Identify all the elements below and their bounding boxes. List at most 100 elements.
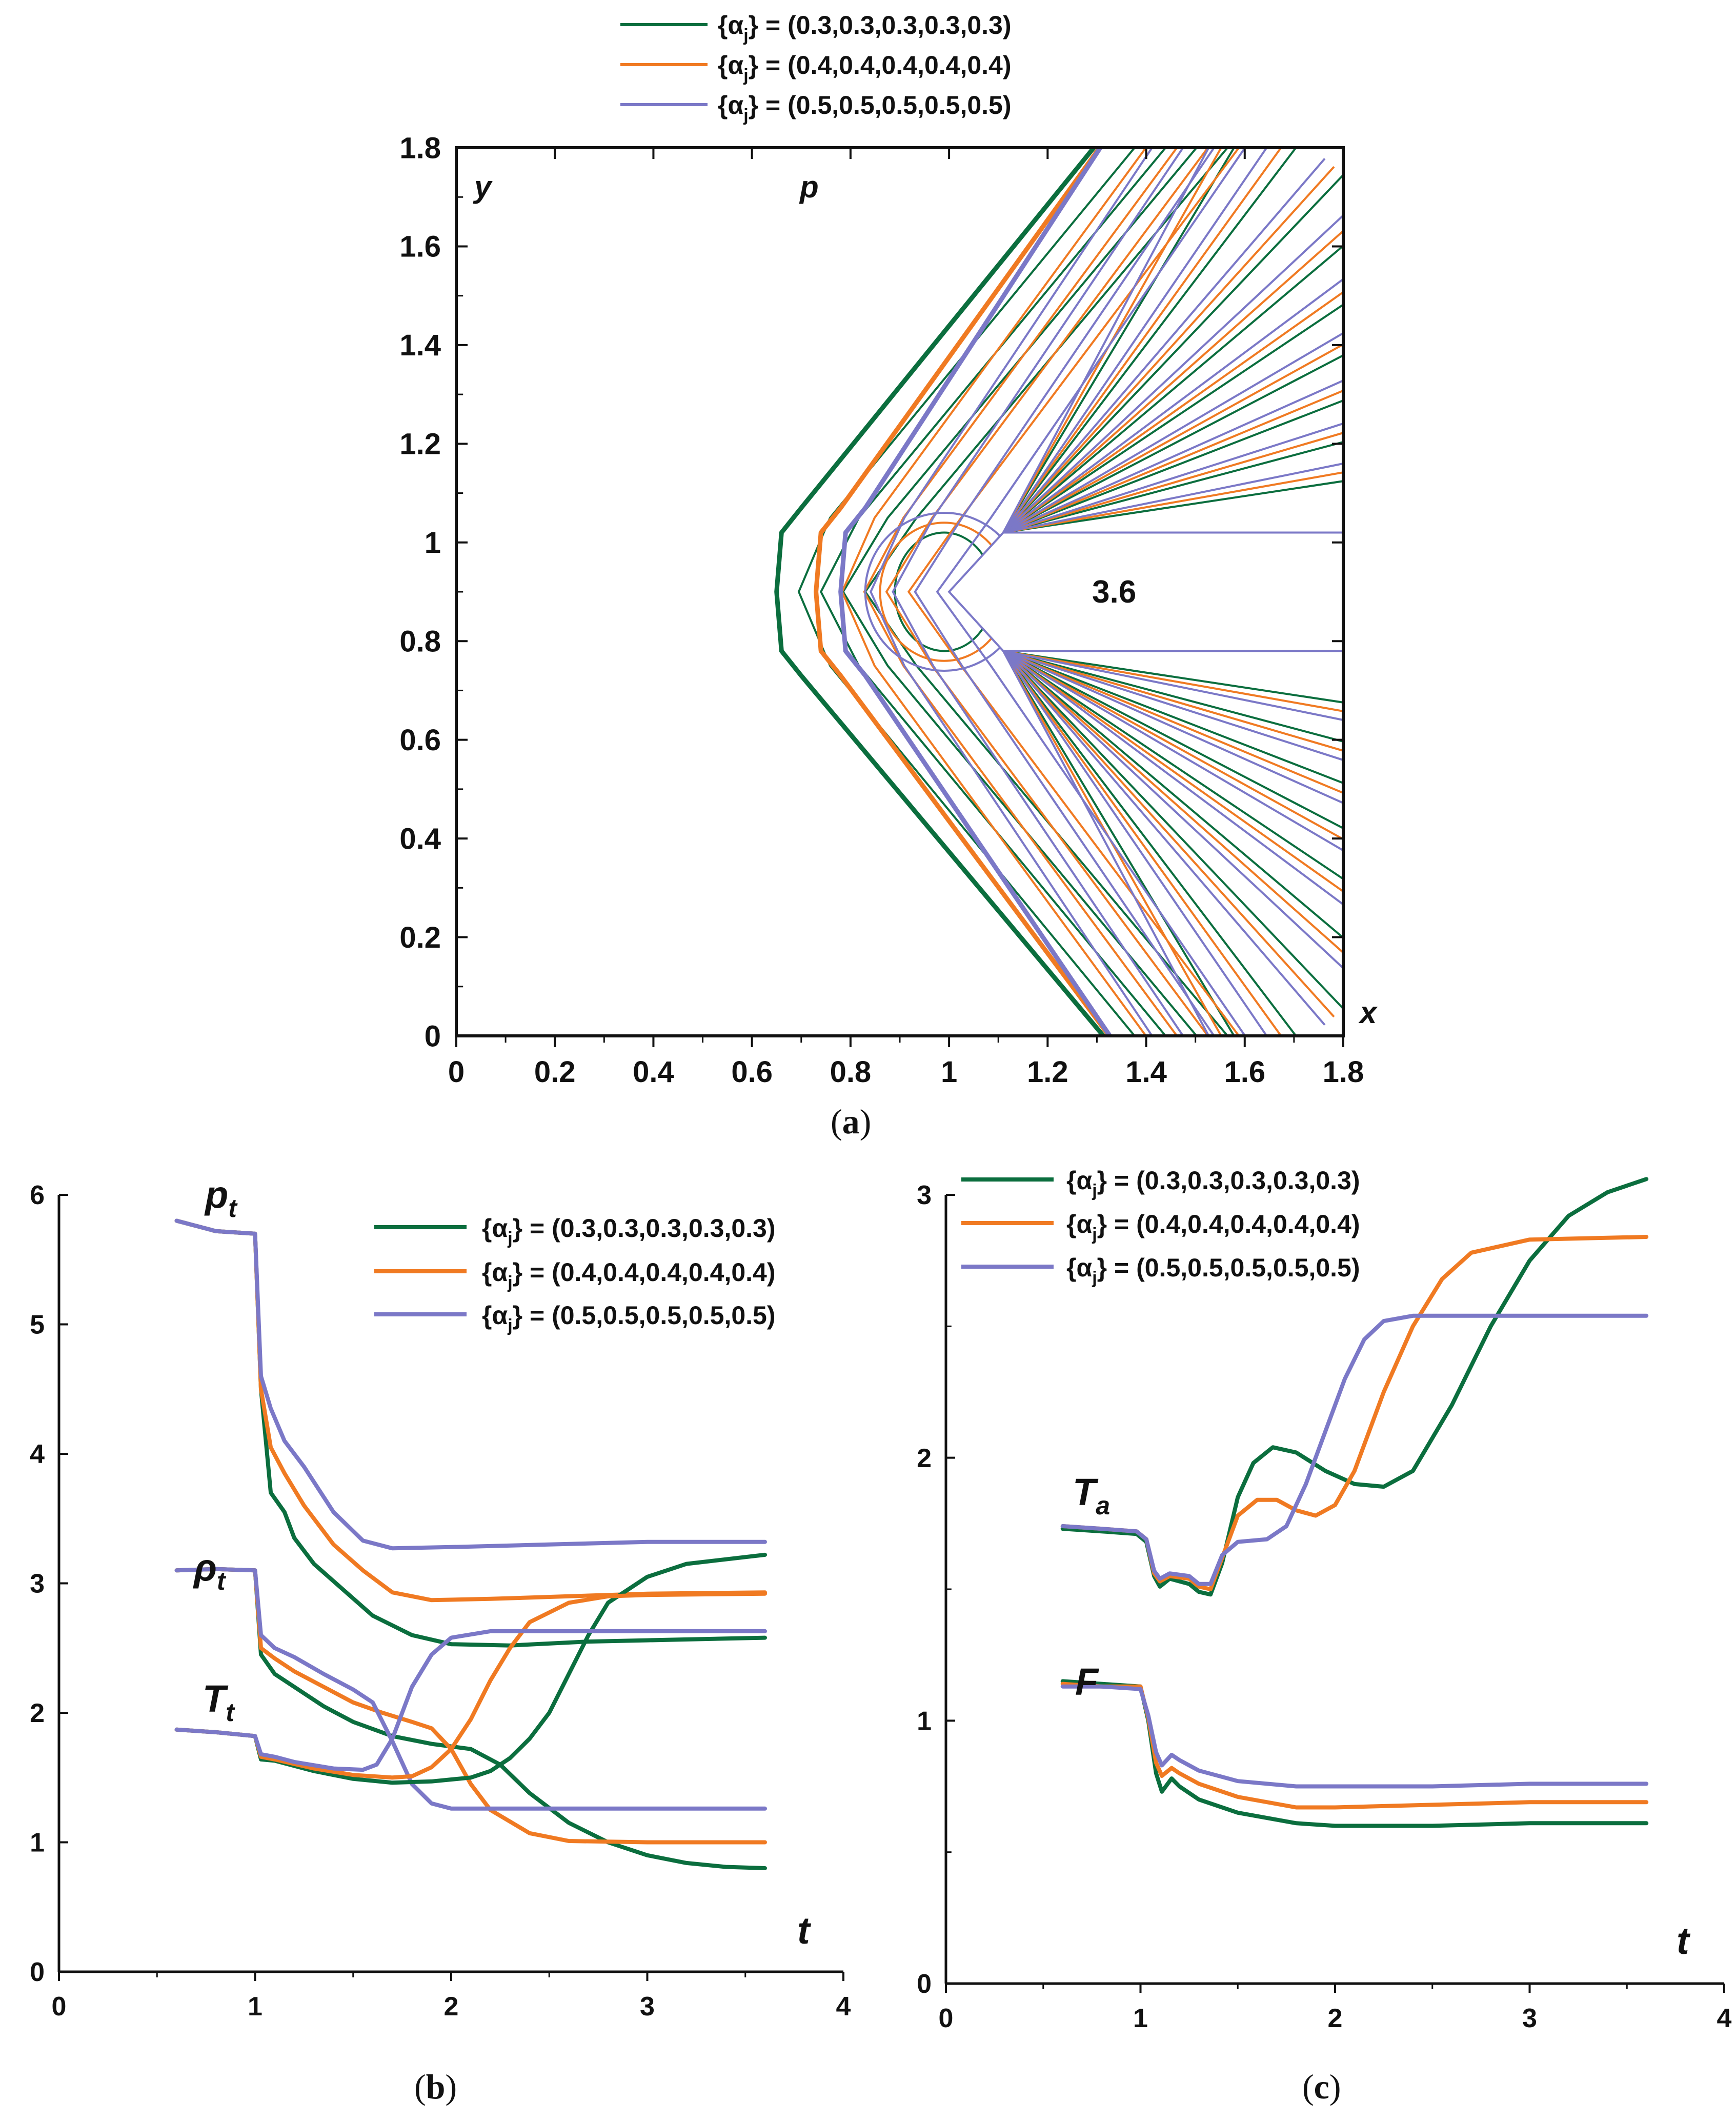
panel-a: 0 0.2 0.4 0.6 0.8 1 1.2 1.4 1.6 1.8 0 0.2 0.4 0.6 0.8… <box>399 11 1378 1141</box>
y-tick-label: 1.6 <box>399 230 441 264</box>
expansion-fan-line <box>1003 389 1343 534</box>
x-tick-label: 4 <box>836 1992 851 2022</box>
expansion-fan-line <box>1002 650 1298 1036</box>
x-tick-label: 1.6 <box>1224 1055 1265 1089</box>
expansion-fan-line <box>1002 148 1223 533</box>
y-tick-label: 2 <box>917 1444 932 1473</box>
expansion-fan-line <box>1003 379 1343 534</box>
expansion-fan-line <box>1002 229 1343 534</box>
expansion-fan-line <box>1002 354 1343 534</box>
expansion-fan-line <box>1002 291 1343 534</box>
legend-label-1: {αj} = (0.4,0.4,0.4,0.4,0.4) <box>718 51 1012 85</box>
expansion-fan-line <box>1002 650 1343 881</box>
panel-a-x-var-label: x <box>1358 995 1378 1030</box>
panel-b-label-Tt: Tt <box>203 1677 235 1727</box>
expansion-fan-line <box>1003 650 1343 785</box>
panel-c-legend: {αj} = (0.3,0.3,0.3,0.3,0.3) {αj} = (0.4… <box>961 1166 1360 1288</box>
pressure-contour <box>870 148 1154 1036</box>
expansion-fan-line <box>1002 214 1343 533</box>
y-tick-label: 1 <box>30 1828 45 1858</box>
x-tick-label: 2 <box>444 1992 459 2022</box>
legend-entry: {αj} = (0.4,0.4,0.4,0.4,0.4) <box>961 1210 1360 1244</box>
panel-a-y-var-label: y <box>473 170 493 204</box>
panel-a-contour-lines <box>774 148 1343 1036</box>
legend-entry: {αj} = (0.4,0.4,0.4,0.4,0.4) <box>374 1258 776 1292</box>
y-tick-label: 0.6 <box>399 724 441 757</box>
y-tick-label: 1 <box>425 526 441 559</box>
expansion-fan-line <box>1002 277 1343 534</box>
y-tick-label: 0.2 <box>399 921 441 954</box>
pressure-contour <box>819 148 1167 1036</box>
series-line <box>174 1591 767 1780</box>
panel-c: 0 1 2 3 4 0 1 2 3 Ta F t {αj} = (0.3,0.3,0.3,0.… <box>917 1166 1731 2106</box>
x-tick-label: 4 <box>1717 2004 1732 2033</box>
expansion-fan-line <box>1002 650 1343 841</box>
expansion-fan-line <box>1002 650 1326 1026</box>
legend-entry: {αj} = (0.5,0.5,0.5,0.5,0.5) <box>620 91 1012 125</box>
expansion-fan-line <box>1003 399 1343 534</box>
y-tick-label: 0.4 <box>399 822 441 855</box>
x-tick-label: 1.8 <box>1323 1055 1364 1089</box>
expansion-fan-line <box>1002 650 1283 1036</box>
panel-a-x-ticks: 0 0.2 0.4 0.6 0.8 1 1.2 1.4 1.6 1.8 <box>448 148 1364 1089</box>
expansion-fan-line <box>1002 650 1343 830</box>
expansion-fan-line <box>1002 650 1343 1009</box>
expansion-fan-line <box>1002 650 1343 852</box>
x-tick-label: 1.4 <box>1125 1055 1167 1089</box>
expansion-fan-line <box>1003 471 1343 534</box>
series-line <box>174 1567 767 1811</box>
expansion-fan-line <box>1002 650 1223 1036</box>
x-tick-label: 1 <box>1133 2004 1148 2033</box>
expansion-fan-line <box>1002 148 1298 533</box>
x-tick-label: 1 <box>941 1055 957 1089</box>
x-tick-label: 0 <box>448 1055 465 1089</box>
panel-b-legend: {αj} = (0.3,0.3,0.3,0.3,0.3) {αj} = (0.4… <box>374 1214 776 1335</box>
series-line <box>1060 1177 1649 1597</box>
panel-a-body-outline <box>947 531 1344 652</box>
panel-a-field-label: p <box>799 170 819 204</box>
x-tick-label: 1 <box>248 1992 263 2022</box>
panel-b-x-label: t <box>797 1909 812 1952</box>
expansion-fan-line <box>1002 244 1343 534</box>
panel-c-series-lines <box>1060 1177 1649 1828</box>
panel-a-body-label: 3.6 <box>1092 574 1136 610</box>
series-line <box>1060 1235 1649 1591</box>
expansion-fan-line <box>1003 650 1343 752</box>
x-tick-label: 0 <box>939 2004 954 2033</box>
panel-a-legend: {αj} = (0.3,0.3,0.3,0.3,0.3) {αj} = (0.4… <box>620 11 1012 125</box>
x-tick-label: 0.2 <box>534 1055 576 1089</box>
x-tick-label: 3 <box>640 1992 655 2022</box>
expansion-fan-line <box>1002 650 1343 939</box>
pressure-contour <box>885 148 1209 1036</box>
legend-label-c1: {αj} = (0.4,0.4,0.4,0.4,0.4) <box>1066 1210 1360 1244</box>
legend-entry: {αj} = (0.3,0.3,0.3,0.3,0.3) <box>961 1166 1360 1200</box>
bow-shock-line <box>814 148 1113 1036</box>
bow-shock-line <box>774 148 1107 1036</box>
x-tick-label: 0.8 <box>830 1055 872 1089</box>
y-tick-label: 1.8 <box>399 131 441 165</box>
expansion-fan-line <box>1002 343 1343 534</box>
expansion-fan-line <box>1002 650 1343 954</box>
panel-b-label-rhot: ρt <box>193 1546 227 1595</box>
series-line <box>174 1567 767 1870</box>
panel-b: 0 1 2 3 4 0 1 2 3 4 5 6 pt ρt Tt t {αj} = (0.3,0.3… <box>30 1173 851 2106</box>
expansion-fan-line <box>1002 166 1335 533</box>
legend-label-b1: {αj} = (0.4,0.4,0.4,0.4,0.4) <box>482 1258 776 1292</box>
expansion-fan-line <box>1002 148 1268 533</box>
x-tick-label: 3 <box>1522 2004 1537 2033</box>
expansion-fan-line <box>1003 480 1343 534</box>
panel-b-label-pt: pt <box>204 1173 238 1223</box>
legend-label-0: {αj} = (0.3,0.3,0.3,0.3,0.3) <box>718 11 1012 45</box>
y-tick-label: 3 <box>917 1180 932 1210</box>
expansion-fan-line <box>1002 650 1210 1036</box>
y-tick-label: 6 <box>30 1180 45 1210</box>
y-tick-label: 1.4 <box>399 329 441 362</box>
legend-label-c0: {αj} = (0.3,0.3,0.3,0.3,0.3) <box>1066 1166 1360 1200</box>
x-tick-label: 1.2 <box>1027 1055 1068 1089</box>
legend-label-2: {αj} = (0.5,0.5,0.5,0.5,0.5) <box>718 91 1012 125</box>
expansion-fan-line <box>1002 148 1283 533</box>
legend-entry: {αj} = (0.3,0.3,0.3,0.3,0.3) <box>374 1214 776 1248</box>
y-tick-label: 0 <box>30 1957 45 1987</box>
panel-c-label-F: F <box>1075 1660 1099 1703</box>
series-line <box>1060 1313 1649 1586</box>
